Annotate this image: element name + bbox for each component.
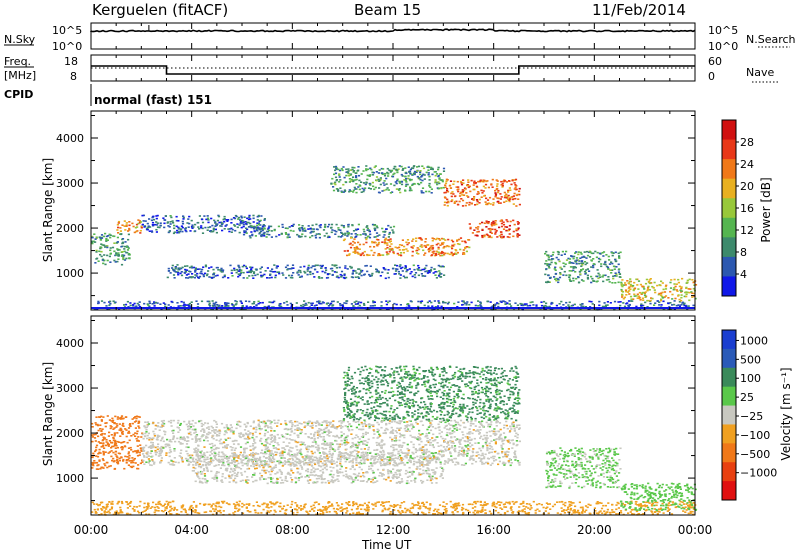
power-feature-6 (330, 165, 446, 194)
nsky-tick-top: 10^5 (52, 24, 82, 37)
range-tick-label: 2000 (56, 222, 84, 235)
frequency-line (91, 65, 695, 75)
power-bar-swatch (722, 198, 736, 219)
velocity-bar-swatch (722, 348, 736, 369)
cpid-label: CPID (4, 88, 33, 101)
range-tick-label: 4000 (56, 337, 84, 350)
velocity-bar-swatch (722, 330, 736, 350)
velocity-bar-tick: −500 (740, 448, 770, 461)
velocity-bar-swatch (722, 481, 736, 501)
range-tick-label: 3000 (56, 177, 84, 190)
noise-strip: N.Sky 10^5 10^0 10^5 10^0 N.Search (4, 22, 796, 53)
range-tick-label: 4000 (56, 132, 84, 145)
velocity-bar-swatch (722, 424, 736, 444)
freq-label: Freq. (4, 55, 31, 68)
power-feature-8 (166, 264, 446, 280)
noise-sky-line (90, 28, 696, 33)
power-panel: 1000 2000 3000 4000 Slant Range [km] (41, 110, 698, 311)
power-bar-swatch (722, 217, 736, 238)
power-bar-swatch (722, 139, 736, 160)
station-title: Kerguelen (fitACF) (92, 1, 228, 19)
power-bar-tick: 16 (740, 202, 754, 215)
velocity-feature-6 (619, 482, 698, 512)
power-bar-tick: 28 (740, 136, 754, 149)
velocity-feature-3 (342, 365, 521, 422)
velocity-feature-2 (191, 451, 445, 485)
time-tick-label: 08:00 (275, 523, 310, 537)
velocity-bar-tick: 1000 (740, 334, 768, 347)
power-bar-swatch (722, 120, 736, 140)
velocity-bar-swatch (722, 405, 736, 425)
power-feature-5 (468, 219, 521, 239)
power-bar-label: Power [dB] (759, 177, 773, 242)
range-tick-label: 1000 (56, 267, 84, 280)
power-feature-3 (242, 223, 396, 239)
cpid-value: normal (fast) 151 (94, 93, 212, 107)
time-tick-label: 12:00 (376, 523, 411, 537)
power-bar-tick: 24 (740, 158, 754, 171)
beam-title: Beam 15 (354, 1, 421, 19)
nsearch-tick-bottom: 10^0 (708, 40, 738, 53)
power-bar-tick: 20 (740, 180, 754, 193)
velocity-bar-swatch (722, 462, 736, 482)
power-feature-7 (443, 178, 521, 207)
power-ylabel: Slant Range [km] (41, 158, 55, 262)
velocity-panel: 1000 2000 3000 4000 Slant Range [km] (41, 315, 698, 516)
velocity-bar-tick: 500 (740, 353, 761, 366)
power-feature-11 (620, 277, 698, 302)
nsky-label: N.Sky (4, 33, 36, 46)
nsky-tick-bottom: 10^0 (52, 40, 82, 53)
velocity-bar-tick: −100 (740, 429, 770, 442)
velocity-bar-tick: −1000 (740, 467, 777, 480)
time-tick-label: 20:00 (577, 523, 612, 537)
range-tick-label: 3000 (56, 382, 84, 395)
power-feature-0 (91, 232, 131, 266)
velocity-bar-tick: −25 (740, 410, 763, 423)
power-bar-swatch (722, 159, 736, 180)
range-tick-label: 2000 (56, 427, 84, 440)
time-tick-label: 04:00 (174, 523, 209, 537)
power-bar-tick: 12 (740, 224, 754, 237)
nave-label: Nave (746, 66, 774, 79)
velocity-bar-swatch (722, 367, 736, 388)
velocity-feature-0 (91, 415, 144, 470)
nave-tick-top: 60 (708, 55, 722, 68)
power-bar-swatch (722, 256, 736, 277)
freq-tick-top: 18 (64, 55, 78, 68)
power-bar-swatch (722, 178, 736, 199)
velocity-bar-tick: 25 (740, 391, 754, 404)
velocity-ylabel: Slant Range [km] (41, 362, 55, 466)
power-bar-tick: 8 (740, 246, 747, 259)
velocity-bar-label: Velocity [m s⁻¹] (779, 367, 793, 460)
velocity-feature-5 (545, 447, 622, 489)
velocity-bar-swatch (722, 386, 736, 406)
time-tick-label: 00:00 (74, 523, 109, 537)
power-feature-10 (544, 250, 622, 284)
time-tick-label: 00:00 (678, 523, 713, 537)
velocity-bar-tick: 100 (740, 372, 761, 385)
power-feature-1 (116, 219, 143, 234)
power-colorbar: 4 8 12 16 20 24 28 Power [dB] (721, 119, 773, 297)
freq-unit-label: [MHz] (4, 69, 36, 82)
power-bar-swatch (722, 237, 736, 258)
freq-tick-bottom: 8 (70, 70, 77, 83)
velocity-bar-swatch (722, 443, 736, 463)
velocity-colorbar: 1000 500 100 25 −25 −100 −500 −1000 Velocity [m… (721, 329, 793, 501)
nsearch-label: N.Search (746, 33, 796, 46)
power-bar-swatch (722, 276, 736, 297)
range-tick-label: 1000 (56, 472, 84, 485)
power-feature-4 (342, 237, 471, 257)
power-bar-tick: 4 (740, 268, 747, 281)
date-title: 11/Feb/2014 (592, 1, 686, 19)
nave-tick-bottom: 0 (708, 70, 715, 83)
time-axis-label: Time UT (361, 538, 412, 552)
frequency-strip: Freq. [MHz] 18 8 60 0 Nave (4, 54, 780, 83)
time-axis: 00:00 04:00 08:00 12:00 16:00 20:00 00:00 (74, 23, 713, 537)
time-tick-label: 16:00 (476, 523, 511, 537)
nsearch-tick-top: 10^5 (708, 24, 738, 37)
